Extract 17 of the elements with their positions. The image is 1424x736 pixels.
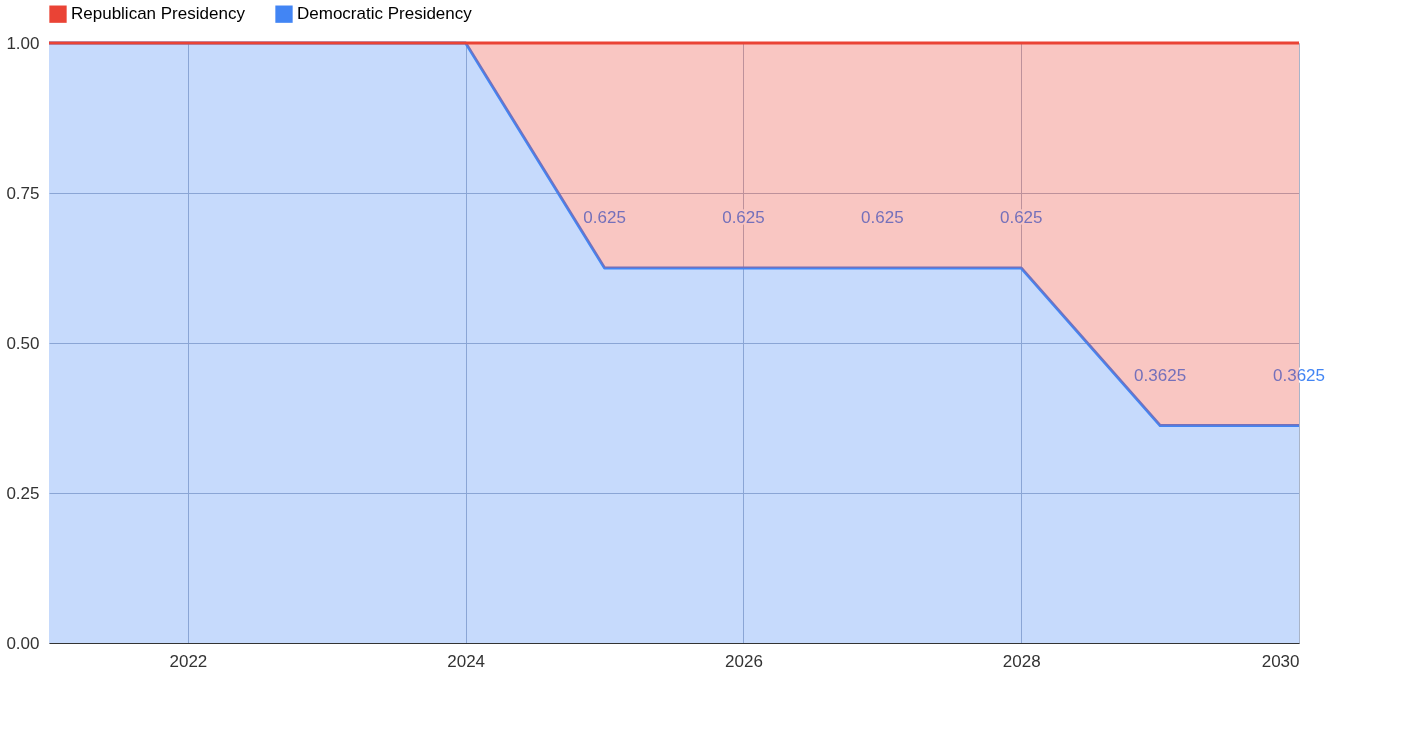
- y-tick-label: 0.25: [6, 483, 40, 503]
- y-tick-label: 0.00: [6, 633, 40, 653]
- data-label: 0.625: [999, 208, 1043, 227]
- x-tick-label: 2028: [1002, 651, 1041, 671]
- x-tick-label: 2022: [169, 651, 208, 671]
- x-tick-label: 2026: [725, 651, 763, 671]
- data-label: 0.625: [583, 208, 626, 227]
- y-tick-label: 0.75: [6, 183, 40, 203]
- y-tick-label: 1.00: [6, 33, 40, 53]
- legend-label: Republican Presidency: [71, 4, 246, 24]
- x-tick-label: 2030: [1261, 651, 1300, 671]
- data-label: 0.3625: [1134, 365, 1187, 385]
- legend-label: Democratic Presidency: [297, 4, 473, 24]
- data-label: 0.625: [722, 208, 765, 227]
- y-tick-label: 0.50: [6, 333, 40, 353]
- data-label: 0.625: [861, 208, 904, 227]
- x-tick-label: 2024: [447, 651, 486, 671]
